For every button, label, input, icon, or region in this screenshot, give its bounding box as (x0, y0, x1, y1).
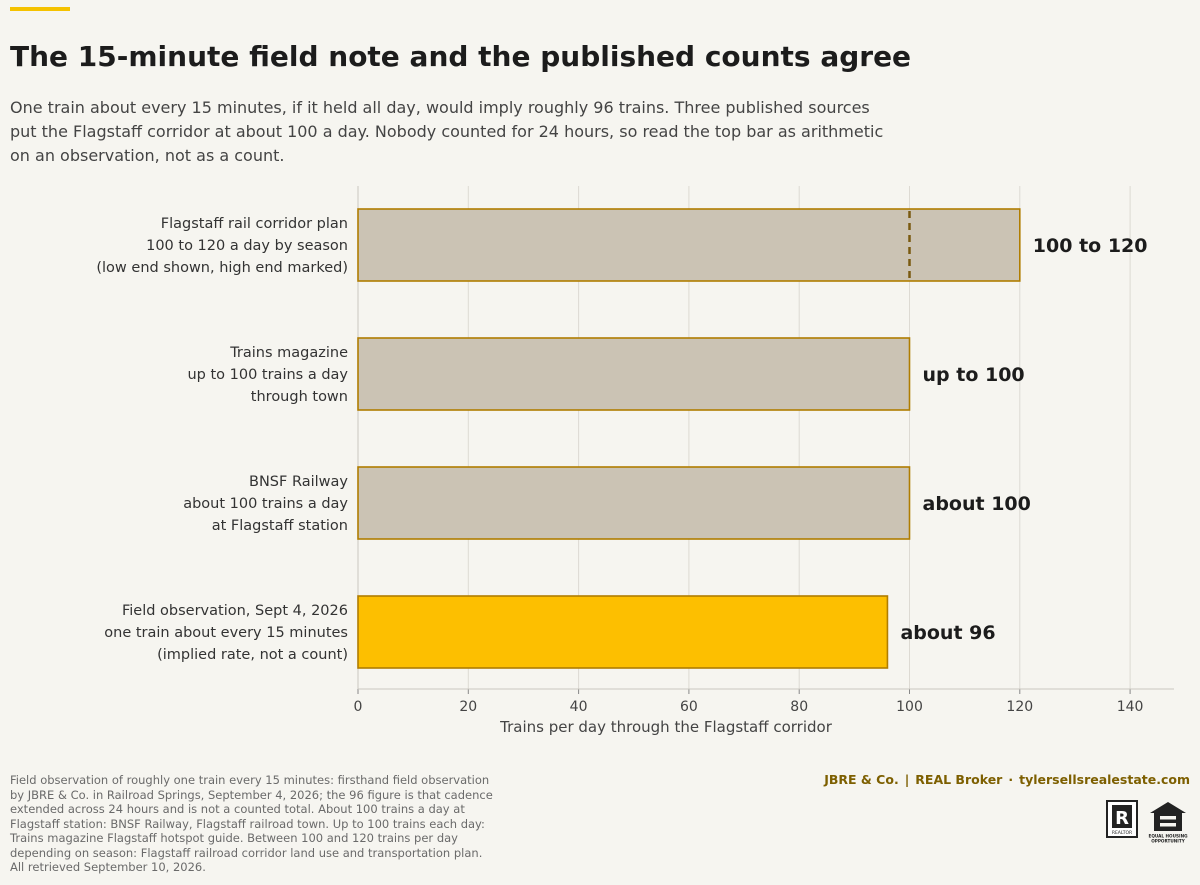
category-label-line: one train about every 15 minutes (104, 625, 348, 641)
bar (357, 208, 1021, 282)
x-tick-label: 40 (570, 699, 588, 715)
x-tick-label: 140 (1117, 699, 1144, 715)
category-label-line: 100 to 120 a day by season (146, 238, 348, 254)
bar-value-label: 100 to 120 (1033, 235, 1148, 257)
category-label-line: about 100 trains a day (183, 496, 348, 512)
x-tick-label: 100 (896, 699, 923, 715)
x-axis: 0 20 40 60 80 100 120 140 (354, 688, 1174, 715)
brokerage-name: REAL Broker (915, 772, 1003, 787)
category-labels: Flagstaff rail corridor plan 100 to 120 a… (96, 216, 348, 663)
bars: 100 to 120 up to 100 about 100 about 96 (357, 208, 1148, 669)
x-tick-label: 20 (459, 699, 477, 715)
bar-highlight (357, 595, 889, 669)
svg-text:R: R (1115, 808, 1129, 829)
bar (357, 337, 911, 411)
page-subtitle: One train about every 15 minutes, if it … (10, 98, 884, 165)
logos: R REALTOR EQUAL HOUSING OPPORTUNITY (1106, 800, 1190, 844)
page-title: The 15-minute field note and the publish… (10, 40, 912, 73)
svg-text:OPPORTUNITY: OPPORTUNITY (1151, 839, 1185, 844)
category-label-line: (low end shown, high end marked) (96, 260, 348, 276)
source-notes: Field observation of roughly one train e… (10, 773, 493, 874)
bar-value-label: about 100 (923, 493, 1031, 515)
accent-bar (10, 7, 70, 11)
category-label-line: Field observation, Sept 4, 2026 (122, 603, 348, 619)
x-tick-label: 0 (354, 699, 363, 715)
category-label-line: up to 100 trains a day (187, 367, 348, 383)
bar-value-label: about 96 (900, 622, 995, 644)
x-axis-label: Trains per day through the Flagstaff cor… (499, 718, 833, 736)
brand-line: JBRE & Co. | REAL Broker · tylersellsrealest… (824, 772, 1190, 787)
category-label-line: (implied rate, not a count) (157, 647, 348, 663)
equal-housing-icon: EQUAL HOUSING OPPORTUNITY (1148, 802, 1188, 844)
svg-text:EQUAL HOUSING: EQUAL HOUSING (1148, 834, 1188, 839)
category-label-line: BNSF Railway (249, 474, 348, 490)
x-tick-label: 60 (680, 699, 698, 715)
brand-name: JBRE & Co. (824, 772, 899, 787)
website-link[interactable]: tylersellsrealestate.com (1019, 772, 1190, 787)
category-label-line: Flagstaff rail corridor plan (161, 216, 348, 232)
bar-value-label: up to 100 (923, 364, 1025, 386)
svg-text:REALTOR: REALTOR (1112, 830, 1132, 836)
x-tick-label: 80 (790, 699, 808, 715)
category-label-line: at Flagstaff station (212, 518, 348, 534)
category-label-line: Trains magazine (229, 345, 348, 361)
category-label-line: through town (251, 389, 348, 405)
realtor-logo-icon: R REALTOR (1106, 800, 1138, 838)
x-tick-label: 120 (1006, 699, 1033, 715)
bar (357, 466, 911, 540)
